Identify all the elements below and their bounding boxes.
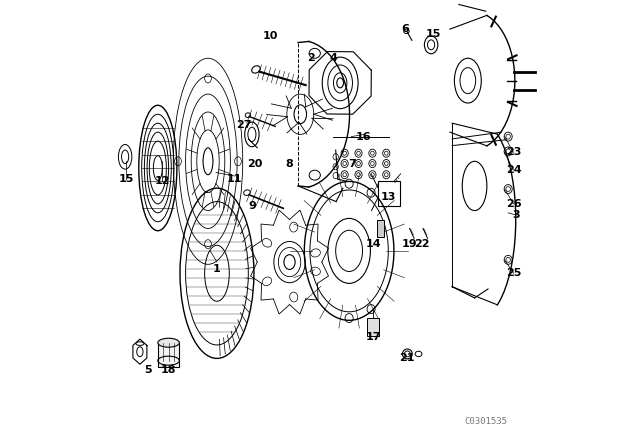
Text: 22: 22 bbox=[414, 239, 430, 249]
Text: 19: 19 bbox=[402, 239, 417, 249]
Text: 15: 15 bbox=[425, 29, 440, 39]
Text: 23: 23 bbox=[506, 147, 521, 157]
Text: 24: 24 bbox=[506, 165, 522, 175]
Text: 25: 25 bbox=[506, 268, 521, 278]
Text: 5: 5 bbox=[144, 365, 151, 375]
Text: 14: 14 bbox=[366, 239, 381, 249]
Text: 26: 26 bbox=[506, 199, 522, 209]
Text: 9: 9 bbox=[249, 201, 257, 211]
Text: 11: 11 bbox=[227, 174, 243, 184]
Text: 27: 27 bbox=[236, 121, 252, 130]
Text: 10: 10 bbox=[263, 31, 278, 41]
Text: 13: 13 bbox=[381, 192, 396, 202]
Text: C0301535: C0301535 bbox=[464, 417, 508, 426]
Text: 20: 20 bbox=[247, 159, 263, 168]
Bar bbox=[158, 343, 179, 367]
Text: 21: 21 bbox=[399, 353, 415, 363]
Text: 1: 1 bbox=[213, 264, 221, 274]
Text: 7: 7 bbox=[348, 159, 356, 168]
Text: 16: 16 bbox=[356, 132, 372, 142]
Text: 18: 18 bbox=[161, 365, 177, 375]
Text: 17: 17 bbox=[366, 332, 381, 342]
Text: 8: 8 bbox=[285, 159, 293, 168]
Text: 3: 3 bbox=[513, 210, 520, 220]
Text: 2: 2 bbox=[307, 53, 315, 63]
Text: 6: 6 bbox=[401, 24, 409, 34]
Bar bbox=[378, 181, 400, 206]
Text: 15: 15 bbox=[119, 174, 134, 184]
Text: 12: 12 bbox=[154, 177, 170, 186]
Bar bbox=[377, 220, 383, 237]
Ellipse shape bbox=[158, 338, 179, 347]
Bar bbox=[367, 318, 379, 336]
Text: 4: 4 bbox=[330, 53, 337, 63]
